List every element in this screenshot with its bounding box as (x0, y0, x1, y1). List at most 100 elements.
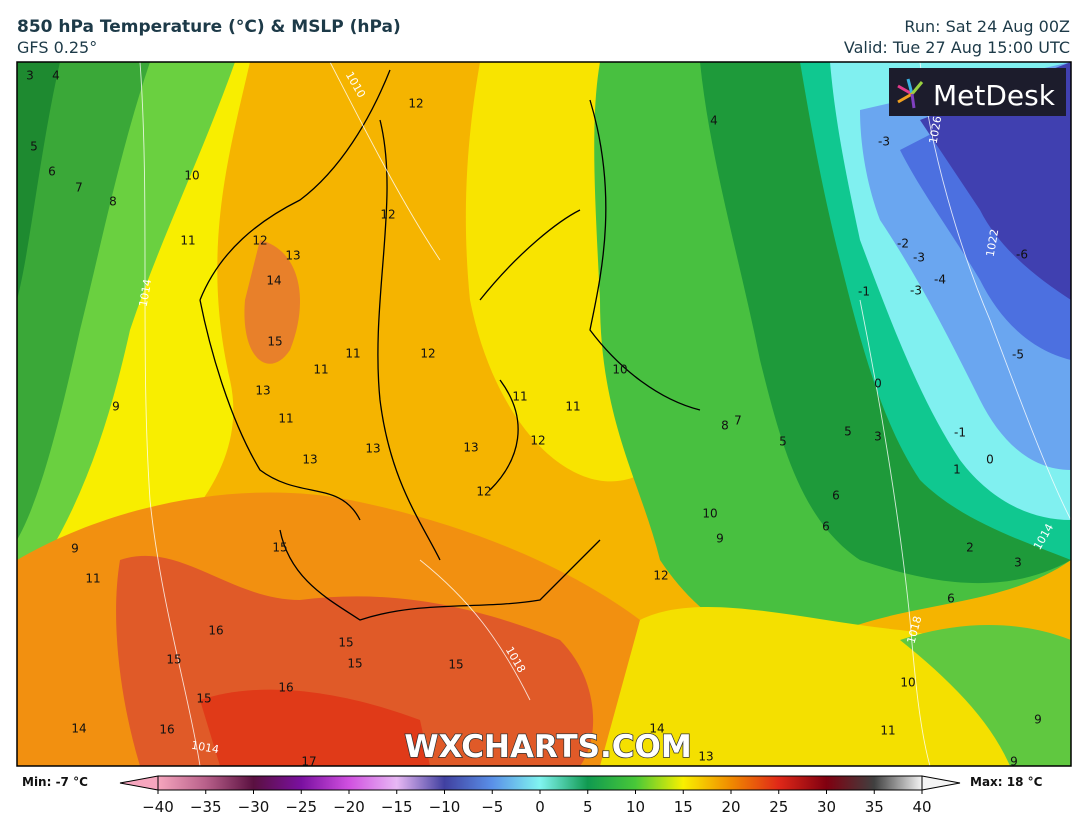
colorbar-tick-label: −5 (481, 798, 503, 816)
contour-label: 12 (420, 347, 435, 361)
contour-label: 16 (278, 681, 293, 695)
contour-label: 3 (874, 430, 882, 444)
min-label: Min: -7 °C (22, 775, 88, 789)
contour-label: 16 (159, 723, 174, 737)
colorbar-right-end (921, 775, 961, 791)
contour-label: -3 (910, 284, 922, 298)
contour-label: 4 (52, 69, 60, 83)
title: 850 hPa Temperature (°C) & MSLP (hPa) (17, 17, 401, 37)
contour-label: 15 (338, 636, 353, 650)
contour-label: 11 (565, 400, 580, 414)
contour-label: 9 (1034, 713, 1042, 727)
colorbar-tick-label: 5 (583, 798, 593, 816)
contour-label: 3 (26, 69, 34, 83)
colorbar-tick-label: 30 (817, 798, 836, 816)
logo-icon (897, 78, 924, 109)
colorbar-tick-label: 25 (769, 798, 788, 816)
contour-label: -3 (878, 135, 890, 149)
contour-label: 6 (822, 520, 830, 534)
colorbar-tick-label: −35 (190, 798, 222, 816)
contour-label: 17 (301, 755, 316, 769)
contour-label: 0 (874, 377, 882, 391)
colorbar: −40 −35 −30 −25 −20 −15 −10 −5 0 5 10 15 20 25 30 35 40 (119, 775, 961, 816)
contour-label: 14 (266, 274, 281, 288)
contour-label: 15 (166, 653, 181, 667)
contour-label: 7 (75, 181, 83, 195)
contour-label: 12 (653, 569, 668, 583)
colorbar-tick-label: −40 (142, 798, 174, 816)
valid: Valid: Tue 27 Aug 15:00 UTC (844, 38, 1070, 57)
contour-label: 15 (267, 335, 282, 349)
contour-label: 13 (255, 384, 270, 398)
contour-label: 5 (844, 425, 852, 439)
colorbar-tick-label: −10 (429, 798, 461, 816)
colorbar-tick-label: −15 (381, 798, 413, 816)
contour-label: 11 (85, 572, 100, 586)
contour-label: 12 (408, 97, 423, 111)
colorbar-tick-label: −25 (285, 798, 317, 816)
contour-label: -6 (1016, 248, 1028, 262)
model: GFS 0.25° (17, 38, 97, 57)
isobar-label: 1014 (190, 739, 220, 757)
contour-label: -3 (913, 251, 925, 265)
contour-label: 15 (347, 657, 362, 671)
contour-label: 1 (953, 463, 961, 477)
contour-label: -1 (858, 285, 870, 299)
contour-label: 5 (30, 140, 38, 154)
contour-label: 15 (272, 541, 287, 555)
colorbar-left-end (119, 775, 159, 791)
contour-label: 4 (710, 114, 718, 128)
logo: MetDesk (933, 79, 1056, 112)
contour-label: 12 (252, 234, 267, 248)
contour-label: -4 (934, 273, 946, 287)
map-frame (16, 61, 1072, 767)
colorbar-tick-label: 0 (535, 798, 545, 816)
contour-label: 11 (345, 347, 360, 361)
contour-label: 3 (1014, 556, 1022, 570)
logo-box (889, 68, 1066, 116)
contour-label: 15 (448, 658, 463, 672)
run: Run: Sat 24 Aug 00Z (904, 17, 1070, 36)
colorbar-tick-label: 15 (674, 798, 693, 816)
contour-label: 12 (530, 434, 545, 448)
isobar-label: 1014 (137, 278, 155, 308)
colorbar-tick-label: −20 (333, 798, 365, 816)
contour-label: 12 (476, 485, 491, 499)
contour-label: 9 (716, 532, 724, 546)
contour-label: 8 (109, 195, 117, 209)
colorbar-tick-label: −30 (238, 798, 270, 816)
isobar-label: 1022 (984, 228, 1002, 258)
colorbar-tick-label: 35 (865, 798, 884, 816)
contour-label: 5 (779, 435, 787, 449)
contour-label: 13 (463, 441, 478, 455)
contour-label: 11 (880, 724, 895, 738)
contour-label: 9 (112, 400, 120, 414)
contour-label: 12 (380, 208, 395, 222)
contour-label: 11 (313, 363, 328, 377)
colorbar-scale (157, 775, 923, 791)
contour-label: 14 (649, 722, 664, 736)
contour-label: 10 (900, 676, 915, 690)
map (17, 62, 1071, 766)
contour-label: 13 (365, 442, 380, 456)
colorbar-tick-label: 20 (721, 798, 740, 816)
contour-label: 15 (196, 692, 211, 706)
contour-label: 9 (71, 542, 79, 556)
contour-label: 10 (612, 363, 627, 377)
contour-label: 11 (278, 412, 293, 426)
contour-label: 13 (285, 249, 300, 263)
contour-label: 10 (184, 169, 199, 183)
contour-label: 6 (48, 165, 56, 179)
contour-label: 11 (512, 390, 527, 404)
max-label: Max: 18 °C (970, 775, 1043, 789)
contour-label: -1 (954, 426, 966, 440)
isobar-label: 1026 (927, 115, 945, 145)
contour-label: -5 (1012, 348, 1024, 362)
contour-label: 6 (832, 489, 840, 503)
contour-label: 14 (71, 722, 86, 736)
contour-label: 13 (302, 453, 317, 467)
watermark: WXCHARTS.COM (404, 729, 691, 765)
colorbar-tick-label: 10 (626, 798, 645, 816)
contour-label: 13 (698, 750, 713, 764)
